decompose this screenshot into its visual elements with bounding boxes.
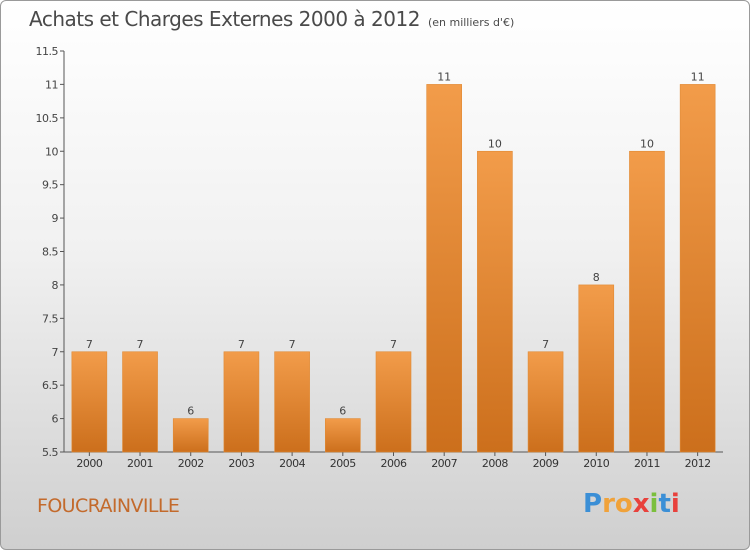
bar-value-label: 7 [390, 338, 397, 351]
bar-value-label: 6 [187, 405, 194, 418]
x-tick-label: 2007 [431, 457, 457, 470]
place-name: FOUCRAINVILLE [37, 495, 180, 517]
logo-letter: o [614, 489, 633, 519]
bar [71, 351, 108, 453]
logo-letter: i [649, 489, 659, 519]
x-tick-label: 2004 [279, 457, 305, 470]
bar [172, 418, 209, 453]
x-tick-label: 2000 [76, 457, 102, 470]
y-tick-label: 11.5 [36, 45, 59, 58]
bar-value-label: 7 [289, 338, 296, 351]
logo-letter: i [670, 489, 680, 519]
y-tick-label: 9 [52, 212, 59, 225]
chart-title: Achats et Charges Externes 2000 à 2012 [29, 7, 420, 31]
y-tick-label: 6.5 [42, 379, 58, 392]
x-tick-label: 2008 [482, 457, 508, 470]
y-tick-label: 11 [45, 78, 58, 91]
y-tick-label: 10.5 [36, 112, 59, 125]
bar [477, 150, 513, 453]
bar [578, 284, 615, 453]
logo-letter: t [658, 489, 671, 519]
x-tick-label: 2011 [634, 457, 660, 470]
x-tick-label: 2012 [685, 457, 711, 470]
y-tick-label: 8 [52, 279, 59, 292]
x-tick-label: 2006 [381, 457, 407, 470]
bar-value-label: 6 [339, 405, 346, 418]
bars: 7 7 6 7 7 6 7 11 10 7 8 10 11 [71, 70, 716, 453]
bar [426, 84, 462, 453]
x-tick-label: 2010 [583, 457, 609, 470]
bar [122, 351, 158, 453]
bar-value-label: 8 [593, 271, 600, 284]
bar-value-label: 7 [86, 338, 93, 351]
bar-value-label: 10 [640, 137, 654, 150]
chart-subtitle: (en milliers d'€) [427, 16, 515, 29]
logo-letter: x [632, 489, 650, 519]
proxiti-logo: Proxiti [583, 489, 680, 519]
logo-letter: r [602, 489, 615, 519]
bar [527, 351, 564, 453]
x-tick-label: 2003 [228, 457, 254, 470]
y-tick-label: 7.5 [42, 312, 58, 325]
x-tick-label: 2002 [178, 457, 204, 470]
title-row: Achats et Charges Externes 2000 à 2012 (e… [29, 7, 514, 31]
y-tick-label: 10 [45, 145, 58, 158]
bar [629, 150, 665, 453]
bar [325, 418, 361, 453]
y-tick-label: 6 [52, 413, 59, 426]
bar [274, 351, 310, 453]
y-tick-label: 5.5 [42, 446, 58, 459]
bar [223, 351, 260, 453]
bar [679, 84, 716, 453]
bar [375, 351, 412, 453]
logo-letter: P [583, 489, 603, 519]
y-tick-label: 9.5 [42, 179, 58, 192]
y-tick-label: 7 [52, 346, 59, 359]
x-tick-label: 2001 [127, 457, 153, 470]
bar-value-label: 7 [137, 338, 144, 351]
bar-value-label: 11 [691, 70, 705, 83]
axes: 5.5 6 6.5 7 7.5 8 8.5 9 9.5 10 10.5 11 11.5 2000 2001 2… [36, 45, 723, 470]
y-tick-label: 8.5 [42, 246, 58, 259]
x-tick-label: 2009 [533, 457, 559, 470]
bar-value-label: 7 [542, 338, 549, 351]
x-tick-label: 2005 [330, 457, 356, 470]
bar-value-label: 7 [238, 338, 245, 351]
bar-value-label: 10 [488, 137, 502, 150]
bar-value-label: 11 [437, 70, 451, 83]
